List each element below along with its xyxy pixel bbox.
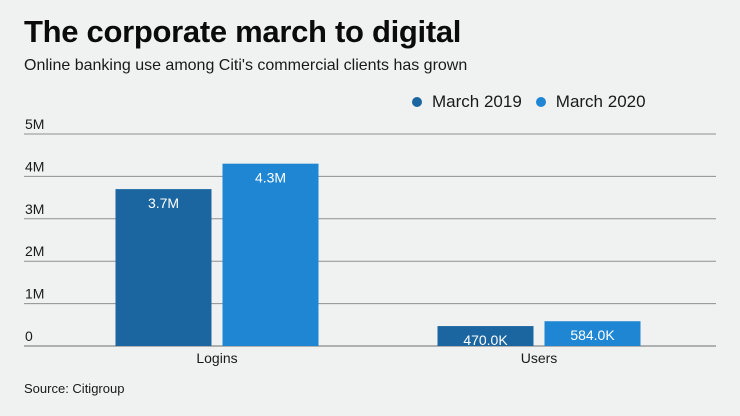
data-label: 584.0K	[570, 327, 615, 343]
x-tick-label: Users	[521, 350, 558, 366]
legend: March 2019 March 2020	[412, 92, 660, 112]
bar-users-march-2019	[437, 326, 534, 346]
data-label: 4.3M	[255, 170, 286, 186]
y-tick-label: 5M	[25, 116, 44, 132]
y-tick-label: 2M	[25, 243, 44, 259]
legend-label-march-2020: March 2020	[555, 92, 646, 111]
data-label: 470.0K	[463, 332, 508, 348]
y-tick-label: 3M	[25, 201, 44, 217]
bar-users-march-2020	[544, 321, 641, 346]
legend-swatch-march-2019	[412, 97, 422, 107]
y-tick-label: 0	[25, 328, 33, 344]
chart-subtitle: Online banking use among Citi's commerci…	[24, 57, 468, 74]
legend-item-march-2020: March 2020	[535, 92, 646, 112]
source-note: Source: Citigroup	[24, 381, 125, 396]
y-tick-label: 1M	[25, 286, 44, 302]
bar-logins-march-2020	[222, 163, 319, 346]
y-tick-label: 4M	[25, 158, 44, 174]
legend-item-march-2019: March 2019	[412, 92, 522, 112]
x-tick-label: Logins	[196, 350, 237, 366]
legend-label-march-2019: March 2019	[432, 92, 522, 111]
chart-title: The corporate march to digital	[24, 14, 462, 49]
data-label: 3.7M	[148, 195, 179, 211]
legend-swatch-march-2020	[535, 97, 546, 107]
bar-logins-march-2019	[115, 189, 212, 346]
